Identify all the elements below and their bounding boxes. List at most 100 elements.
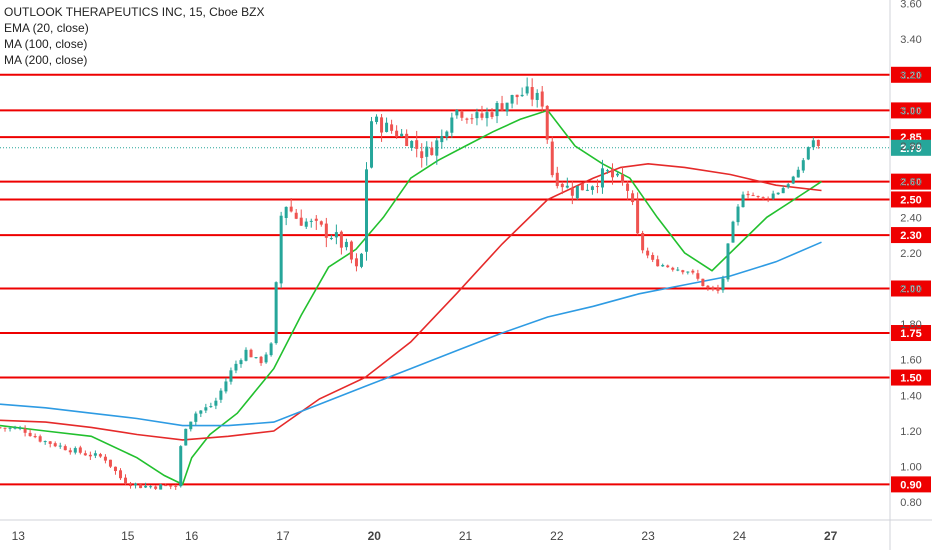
- candle-body: [560, 183, 564, 188]
- level-price-label: 0.90: [900, 479, 921, 491]
- x-tick-label: 17: [276, 529, 290, 543]
- level-price-tag: [891, 102, 931, 119]
- candle-body: [364, 169, 368, 252]
- candle-body: [656, 259, 660, 267]
- y-tick-label: 1.60: [900, 355, 921, 367]
- y-tick-label: 1.80: [900, 319, 921, 331]
- candle-body: [445, 131, 449, 138]
- level-price-label: 3.00: [900, 105, 921, 117]
- candle-body: [450, 117, 454, 133]
- candle-body: [43, 441, 47, 443]
- candle-body: [370, 121, 374, 168]
- candle-body: [796, 169, 800, 178]
- candle-body: [129, 484, 133, 487]
- candle-body: [671, 267, 675, 270]
- level-price-tag: [891, 227, 931, 244]
- candle-body: [420, 151, 424, 159]
- candle-body: [430, 147, 434, 156]
- candle-body: [294, 212, 298, 219]
- candle-body: [766, 198, 770, 200]
- level-price-tag: [891, 191, 931, 208]
- y-tick-label: 2.40: [900, 212, 921, 224]
- candle-body: [651, 254, 655, 260]
- level-price-tag: [891, 369, 931, 386]
- candle-body: [159, 484, 163, 490]
- candle-body: [616, 173, 620, 176]
- candle-body: [28, 432, 32, 437]
- candle-body: [244, 349, 248, 361]
- candle-body: [68, 450, 72, 453]
- y-tick-label: 2.80: [900, 141, 921, 153]
- candle-body: [545, 105, 549, 140]
- level-price-tag: [891, 66, 931, 83]
- candle-body: [334, 232, 338, 238]
- candle-body: [380, 117, 384, 133]
- candle-body: [575, 185, 579, 199]
- candle-body: [209, 406, 213, 408]
- candle-body: [184, 428, 188, 446]
- level-price-tag: [891, 173, 931, 190]
- candle-body: [535, 92, 539, 100]
- candle-body: [204, 407, 208, 411]
- candle-body: [83, 453, 87, 456]
- candle-body: [686, 271, 690, 273]
- level-price-label: 2.30: [900, 230, 921, 242]
- candle-body: [706, 285, 710, 288]
- candle-body: [751, 195, 755, 197]
- candle-body: [781, 188, 785, 194]
- candle-body: [761, 197, 765, 199]
- legend-ma100: MA (100, close): [4, 37, 88, 51]
- candle-body: [515, 94, 519, 98]
- candle-body: [570, 188, 574, 196]
- candle-body: [440, 136, 444, 143]
- candle-body: [385, 122, 389, 132]
- y-tick-label: 2.00: [900, 283, 921, 295]
- x-tick-label: 21: [459, 529, 473, 543]
- candle-body: [605, 170, 609, 172]
- candle-body: [636, 199, 640, 234]
- candle-body: [711, 287, 715, 289]
- candle-body: [646, 250, 650, 256]
- chart-legend: OUTLOOK THERAPEUTICS INC, 15, Cboe BZX E…: [4, 4, 265, 68]
- level-price-tag: [891, 476, 931, 493]
- x-tick-label: 27: [824, 529, 838, 543]
- candle-body: [113, 466, 117, 472]
- legend-ma200: MA (200, close): [4, 53, 88, 67]
- candle-body: [791, 176, 795, 184]
- y-tick-label: 3.60: [900, 0, 921, 11]
- candle-body: [621, 174, 625, 183]
- candle-body: [344, 241, 348, 248]
- x-tick-label: 22: [550, 529, 564, 543]
- level-price-tag: [891, 325, 931, 342]
- y-tick-label: 0.80: [900, 497, 921, 509]
- candle-body: [18, 427, 22, 429]
- candle-body: [641, 232, 645, 251]
- y-tick-label: 2.60: [900, 177, 921, 189]
- candle-body: [485, 112, 489, 119]
- candle-body: [756, 196, 760, 198]
- x-tick-label: 15: [121, 529, 135, 543]
- candle-body: [500, 103, 504, 111]
- candle-body: [746, 193, 750, 196]
- candle-body: [435, 140, 439, 156]
- candle-body: [78, 447, 82, 453]
- level-price-tag: [891, 280, 931, 297]
- candle-body: [149, 486, 153, 488]
- candle-body: [88, 454, 92, 457]
- candle-body: [144, 485, 148, 488]
- x-tick-label: 13: [12, 529, 26, 543]
- candle-body: [600, 168, 604, 188]
- candle-body: [676, 269, 680, 271]
- candle-body: [455, 109, 459, 116]
- candle-body: [691, 270, 695, 273]
- candle-body: [410, 140, 414, 148]
- candle-body: [194, 413, 198, 422]
- candle-body: [716, 288, 720, 291]
- candle-body: [314, 218, 318, 221]
- candle-body: [661, 265, 665, 267]
- last-price-tag: [891, 139, 931, 156]
- candle-body: [269, 343, 273, 356]
- candle-body: [249, 349, 253, 358]
